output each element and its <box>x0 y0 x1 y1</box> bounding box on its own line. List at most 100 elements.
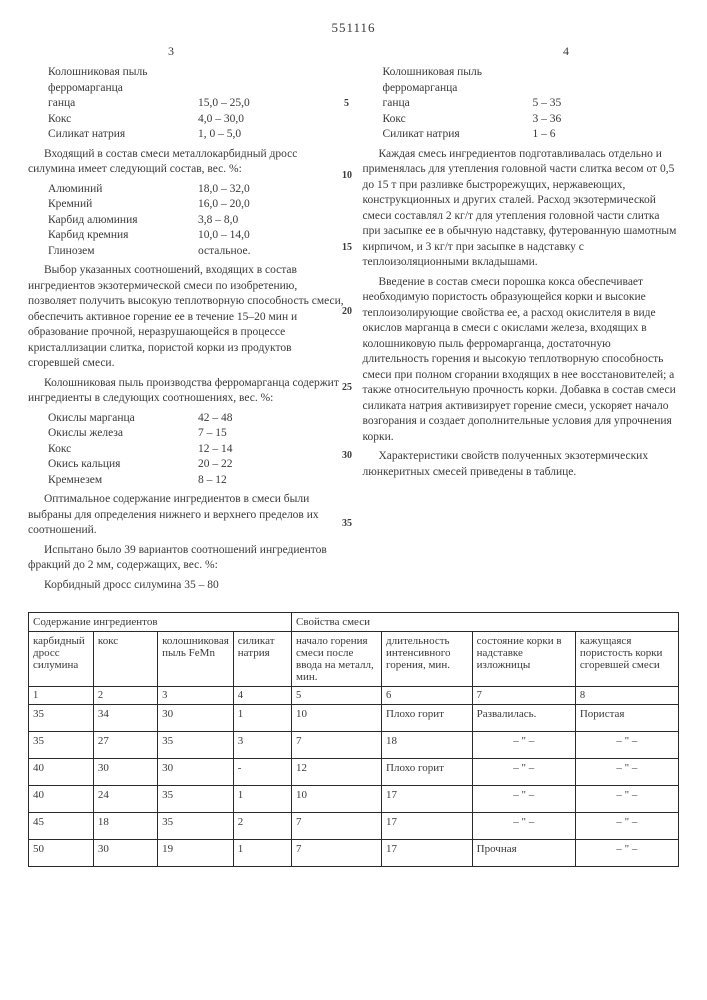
cell: 30 <box>158 758 234 785</box>
cell: 7 <box>292 731 382 758</box>
cell: 1 <box>233 785 291 812</box>
cell: – " – <box>575 758 678 785</box>
cell: 34 <box>93 704 157 731</box>
mt-label: Карбид кремния <box>48 228 198 244</box>
mt-val <box>533 65 680 96</box>
table-row: 45 18 35 2 7 17 – " – – " – <box>29 812 679 839</box>
mt-label: Кремнезем <box>48 473 198 489</box>
para: Каждая смесь ингредиентов подготавливала… <box>363 147 680 271</box>
colnum: 7 <box>472 686 575 704</box>
mt-val: 10,0 – 14,0 <box>198 228 345 244</box>
cell: 30 <box>158 704 234 731</box>
cell: Плохо горит <box>382 704 473 731</box>
col-header: длительность интенсивного горения, мин. <box>382 631 473 686</box>
mt-val: 18,0 – 32,0 <box>198 182 345 198</box>
mt-label: Окись кальция <box>48 457 198 473</box>
para: Колошниковая пыль производства ферромарг… <box>28 376 345 407</box>
table-row: 35 27 35 3 7 18 – " – – " – <box>29 731 679 758</box>
mt-val: 7 – 15 <box>198 426 345 442</box>
mt-label: Глинозем <box>48 244 198 260</box>
mt-val: 3 – 36 <box>533 112 680 128</box>
mt-val: 12 – 14 <box>198 442 345 458</box>
para: Введение в состав смеси порошка кокса об… <box>363 275 680 446</box>
cell: 45 <box>29 812 94 839</box>
mt-label: Кремний <box>48 197 198 213</box>
cell: Пористая <box>575 704 678 731</box>
cell: 3 <box>233 731 291 758</box>
cell: 1 <box>233 704 291 731</box>
col-header: силикат натрия <box>233 631 291 686</box>
cell: – " – <box>575 839 678 866</box>
col-header: начало горения смеси после ввода на мета… <box>292 631 382 686</box>
cell: 17 <box>382 812 473 839</box>
colnum: 6 <box>382 686 473 704</box>
cell: 1 <box>233 839 291 866</box>
cell: 10 <box>292 704 382 731</box>
mt-label: Кокс <box>48 112 198 128</box>
cell: 30 <box>93 839 157 866</box>
mt-label: Кокс <box>383 112 533 128</box>
table-row: 50 30 19 1 7 17 Прочная – " – <box>29 839 679 866</box>
colnum: 4 <box>233 686 291 704</box>
mt-label: Колошниковая пыль ферромарганца <box>48 65 198 96</box>
mt-val: 20 – 22 <box>198 457 345 473</box>
cell: – " – <box>472 758 575 785</box>
cell: Развалилась. <box>472 704 575 731</box>
cell: 17 <box>382 839 473 866</box>
mt-label: ганца <box>48 96 198 112</box>
cell: 35 <box>29 731 94 758</box>
cell: – " – <box>472 785 575 812</box>
left-mini-table-3: Окислы марганца42 – 48 Окислы железа7 – … <box>48 411 345 489</box>
table-row: 35 34 30 1 10 Плохо горит Развалилась. П… <box>29 704 679 731</box>
cell: 40 <box>29 758 94 785</box>
mt-val: 1, 0 – 5,0 <box>198 127 345 143</box>
mt-label: Окислы железа <box>48 426 198 442</box>
colnum: 8 <box>575 686 678 704</box>
main-table-wrap: Содержание ингредиентов Свойства смеси к… <box>28 612 679 867</box>
page: 551116 3 4 Колошниковая пыль ферромарган… <box>0 0 707 1000</box>
cell: 7 <box>292 812 382 839</box>
cell: – " – <box>472 731 575 758</box>
page-num-right: 4 <box>563 44 569 59</box>
mt-label: Колошниковая пыль ферромарганца <box>383 65 533 96</box>
cell: 40 <box>29 785 94 812</box>
mt-label: Силикат натрия <box>383 127 533 143</box>
margin-num: 10 <box>342 170 352 181</box>
para: Входящий в состав смеси металлокарбидный… <box>28 147 345 178</box>
para: Выбор указанных соотношений, входящих в … <box>28 263 345 372</box>
margin-num: 20 <box>342 306 352 317</box>
left-mini-table-1: Колошниковая пыль ферромарганца ганца15,… <box>48 65 345 143</box>
right-mini-table-1: Колошниковая пыль ферромарганца ганца5 –… <box>383 65 680 143</box>
cell: 30 <box>93 758 157 785</box>
cell: 35 <box>29 704 94 731</box>
doc-number: 551116 <box>28 20 679 36</box>
mt-val <box>198 65 345 96</box>
colnum: 2 <box>93 686 157 704</box>
cell: 50 <box>29 839 94 866</box>
mt-label: ганца <box>383 96 533 112</box>
cell: Прочная <box>472 839 575 866</box>
mt-val: 15,0 – 25,0 <box>198 96 345 112</box>
mt-val: 5 – 35 <box>533 96 680 112</box>
properties-table: Содержание ингредиентов Свойства смеси к… <box>28 612 679 867</box>
col-header: карбидный дросс силумина <box>29 631 94 686</box>
cell: 7 <box>292 839 382 866</box>
mt-val: 16,0 – 20,0 <box>198 197 345 213</box>
margin-num: 15 <box>342 242 352 253</box>
page-num-left: 3 <box>168 44 174 59</box>
cell: – " – <box>575 731 678 758</box>
cell: 10 <box>292 785 382 812</box>
colnum: 1 <box>29 686 94 704</box>
mt-label: Кокс <box>48 442 198 458</box>
cell: 35 <box>158 731 234 758</box>
col-header: кокс <box>93 631 157 686</box>
cell: 17 <box>382 785 473 812</box>
two-column-layout: Колошниковая пыль ферромарганца ганца15,… <box>28 63 679 598</box>
cell: 19 <box>158 839 234 866</box>
group-header-1: Содержание ингредиентов <box>29 612 292 631</box>
mt-label: Алюминий <box>48 182 198 198</box>
para: Оптимальное содержание ингредиентов в см… <box>28 492 345 539</box>
cell: – " – <box>575 785 678 812</box>
cell: 18 <box>382 731 473 758</box>
col-header: колошниковая пыль FeMn <box>158 631 234 686</box>
